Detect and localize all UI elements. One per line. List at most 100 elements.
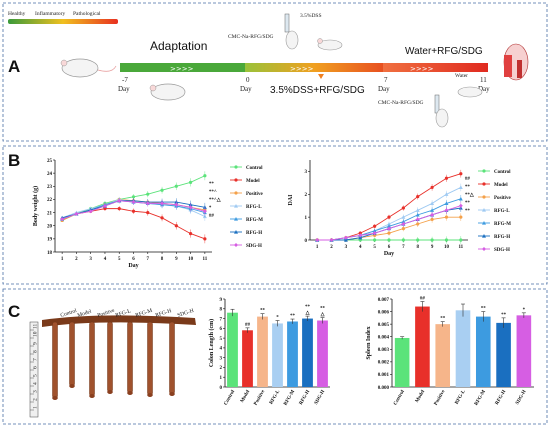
data-point [387, 215, 391, 219]
y-tick-label: 23 [47, 185, 53, 190]
colon-label-RFG-M: RFG-M [135, 308, 154, 319]
y-tick-label: 25 [47, 159, 53, 164]
x-tick-label: 5 [118, 257, 121, 262]
significance-mark: ** [440, 317, 446, 322]
legend-label-SDG-H: SDG-H [246, 244, 262, 249]
colon-end [52, 396, 58, 400]
colon-end [127, 391, 133, 395]
bar-Control [227, 312, 238, 387]
data-point [102, 204, 107, 208]
series-Control [60, 171, 207, 223]
data-point [387, 238, 391, 242]
y-tick-label: 0.002 [378, 361, 390, 366]
legend-label-RFG-L: RFG-L [494, 209, 510, 214]
day-unit-4: Day [478, 85, 490, 93]
x-tick-label-Positive: Positive [434, 389, 447, 407]
y-axis-label: Body weight (g) [32, 186, 39, 226]
y-tick-label: 2 [305, 193, 308, 198]
legend-label-Model: Model [246, 179, 260, 184]
significance-mark: * [523, 308, 526, 313]
legend-marker [482, 247, 486, 251]
data-point [329, 238, 334, 242]
data-point [373, 238, 377, 242]
data-point [188, 205, 193, 210]
x-tick-label: 10 [188, 257, 194, 262]
significance-mark: △ [305, 310, 310, 316]
spleen-index-chart: 0.000 0.001 0.002 0.003 0.004 0.005 0.006 0.007… [366, 297, 534, 407]
x-tick-label: 7 [402, 245, 405, 250]
series-SDG-H [315, 201, 463, 242]
mouse-icon [60, 58, 117, 78]
significance-mark: **△ [465, 192, 474, 198]
data-point [401, 206, 405, 210]
ruler-label: 2 [33, 398, 39, 401]
data-point [401, 226, 405, 231]
water-phase-bar [383, 63, 488, 72]
data-point [458, 196, 463, 201]
y-axis-label: DAI [288, 194, 294, 206]
colon-end [89, 394, 95, 398]
colon-end [147, 393, 153, 397]
significance-mark: ** [501, 313, 507, 318]
bar-RFG-M [475, 316, 491, 387]
series-SDG-H [60, 198, 207, 222]
x-tick-label: 9 [431, 245, 434, 250]
legend-label-RFG-H: RFG-H [494, 235, 510, 240]
y-tick-label: 22 [47, 198, 53, 203]
legend-marker [482, 221, 486, 225]
panel-label-b: B [8, 151, 20, 170]
colon-strip [89, 321, 95, 397]
bar-RFG-L [455, 310, 471, 387]
y-tick-label: 0.005 [378, 323, 390, 328]
data-point [387, 231, 391, 235]
legend-healthy: Healthy [8, 11, 26, 17]
legend-label-RFG-L: RFG-L [246, 205, 262, 210]
cecum-band [42, 315, 196, 327]
data-point [74, 211, 79, 216]
panel-label-c: C [8, 302, 20, 321]
legend-label-RFG-M: RFG-M [494, 222, 511, 227]
legend-marker [234, 165, 238, 169]
data-point [131, 209, 136, 213]
x-tick-label: 3 [89, 257, 92, 262]
data-point [358, 231, 362, 235]
gavage-label-top: CMC-Na-RFG/SDG [228, 34, 274, 40]
legend-marker [482, 182, 486, 186]
x-tick-label: 11 [458, 245, 463, 250]
ruler-marks: 1 2 3 4 5 6 7 8 9 10 11 [30, 323, 39, 411]
y-tick-label: 0 [220, 386, 223, 391]
day-unit-1: Day [118, 85, 130, 93]
y-tick-label: 5 [220, 337, 223, 342]
x-tick-label: 6 [388, 245, 391, 250]
data-point [315, 238, 320, 242]
colon-strip [69, 321, 75, 387]
x-tick-label: 4 [359, 245, 362, 250]
data-point [174, 202, 179, 207]
day-unit-2: Day [240, 85, 252, 93]
status-gradient-bar [8, 19, 118, 24]
significance-mark: ## [209, 214, 215, 219]
significance-mark: ## [465, 177, 471, 182]
x-tick-label-RFG-M: RFG-M [283, 389, 296, 406]
y-tick-label: 21 [47, 211, 53, 216]
x-tick-label: 5 [373, 245, 376, 250]
panel-label-a: A [8, 57, 20, 76]
data-point [430, 212, 435, 217]
x-tick-label: 11 [202, 257, 207, 262]
significance-mark: ** [290, 314, 296, 319]
data-point [401, 238, 405, 242]
data-point [459, 215, 463, 219]
y-tick-label: 20 [47, 225, 53, 230]
x-tick-label-RFG-H: RFG-H [495, 389, 507, 406]
sample-collection-icon [503, 43, 529, 81]
data-point [430, 185, 434, 190]
day-label-11: 11 [480, 76, 487, 84]
data-point [103, 207, 107, 211]
y-tick-label: 24 [47, 172, 53, 177]
colon-label-Control: Control [60, 308, 78, 319]
data-point [430, 217, 434, 222]
bar-Positive [257, 316, 268, 387]
data-point [174, 224, 178, 228]
data-point [174, 184, 178, 188]
